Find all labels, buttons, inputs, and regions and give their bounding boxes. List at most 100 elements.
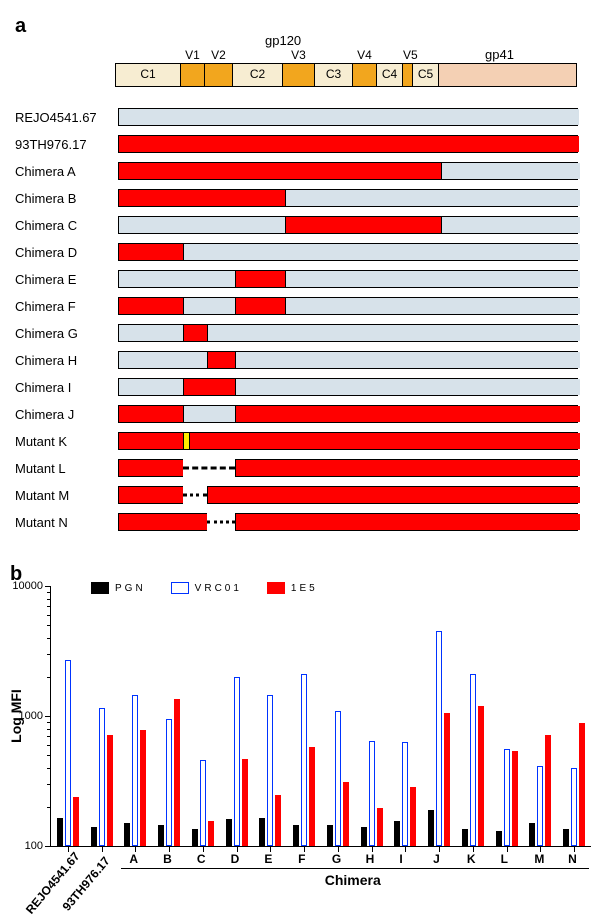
construct-label: Mutant M	[15, 488, 118, 503]
construct-row: Chimera B	[15, 187, 583, 209]
construct-row: Chimera F	[15, 295, 583, 317]
bar-1E5	[140, 730, 146, 846]
construct-bar	[118, 378, 578, 396]
domain-seg-V3: V3	[282, 64, 314, 86]
bar-group	[123, 695, 147, 846]
construct-label: 93TH976.17	[15, 137, 118, 152]
bar-group	[258, 695, 282, 846]
bar-VRC01	[537, 766, 543, 846]
construct-label: REJO4541.67	[15, 110, 118, 125]
bar-group	[393, 742, 417, 846]
construct-bar	[118, 135, 578, 153]
bar-1E5	[73, 797, 79, 846]
bar-group	[495, 749, 519, 846]
xtick-label: E	[264, 852, 272, 866]
bar-VRC01	[200, 760, 206, 846]
xtick-label: H	[366, 852, 375, 866]
domain-seg-C4: C4	[376, 64, 402, 86]
construct-label: Chimera C	[15, 218, 118, 233]
domain-seg-V5: V5	[402, 64, 412, 86]
xtick-label: K	[467, 852, 476, 866]
gp41-label: gp41	[485, 47, 514, 62]
construct-bar	[118, 405, 578, 423]
panel-b: b Log MFI PGNVRC011E5 100100010000REJO45…	[15, 563, 583, 847]
xtick-label: B	[163, 852, 172, 866]
xtick-label: D	[231, 852, 240, 866]
construct-bar	[118, 459, 578, 477]
bar-PGN	[361, 827, 367, 846]
domain-seg-C1: C1	[116, 64, 180, 86]
bar-1E5	[410, 787, 416, 846]
bar-PGN	[192, 829, 198, 846]
bar-VRC01	[301, 674, 307, 846]
bar-PGN	[529, 823, 535, 846]
construct-row: Chimera C	[15, 214, 583, 236]
bar-VRC01	[132, 695, 138, 846]
bar-PGN	[496, 831, 502, 846]
bar-1E5	[343, 782, 349, 846]
xtick-label: M	[534, 852, 544, 866]
domain-seg-V1: V1	[180, 64, 204, 86]
construct-bar	[118, 351, 578, 369]
bar-chart: Log MFI PGNVRC011E5 100100010000REJO4541…	[50, 586, 591, 847]
xaxis-label: Chimera	[325, 872, 381, 888]
bar-PGN	[428, 810, 434, 846]
construct-label: Chimera B	[15, 191, 118, 206]
xtick-label: L	[501, 852, 508, 866]
legend: PGNVRC011E5	[91, 582, 318, 594]
bar-group	[461, 674, 485, 846]
bar-group	[90, 708, 114, 846]
domain-seg-C3: C3	[314, 64, 352, 86]
domain-seg-gp41	[438, 64, 576, 86]
legend-item-VRC01: VRC01	[171, 582, 242, 594]
bar-1E5	[309, 747, 315, 846]
construct-row: Chimera G	[15, 322, 583, 344]
construct-row: Mutant N	[15, 511, 583, 533]
construct-bar	[118, 513, 578, 531]
bar-1E5	[545, 735, 551, 846]
bar-PGN	[124, 823, 130, 846]
domain-seg-C2: C2	[232, 64, 282, 86]
bar-VRC01	[504, 749, 510, 846]
bar-1E5	[242, 759, 248, 846]
construct-bar	[118, 216, 578, 234]
construct-row: Mutant L	[15, 457, 583, 479]
bar-PGN	[327, 825, 333, 846]
construct-label: Chimera D	[15, 245, 118, 260]
bar-group	[360, 741, 384, 846]
ytick-label: 100	[9, 840, 43, 852]
construct-label: Chimera I	[15, 380, 118, 395]
construct-row: REJO4541.67	[15, 106, 583, 128]
legend-item-PGN: PGN	[91, 582, 146, 594]
bar-VRC01	[402, 742, 408, 846]
domain-seg-C5: C5	[412, 64, 438, 86]
bar-PGN	[91, 827, 97, 846]
construct-row: Chimera H	[15, 349, 583, 371]
construct-row: Chimera I	[15, 376, 583, 398]
bar-VRC01	[571, 768, 577, 846]
bar-PGN	[57, 818, 63, 846]
bar-1E5	[444, 713, 450, 846]
construct-label: Chimera G	[15, 326, 118, 341]
bar-group	[191, 760, 215, 846]
construct-label: Mutant K	[15, 434, 118, 449]
bar-PGN	[226, 819, 232, 846]
panel-a: a gp120 gp41 C1V1V2C2V3C3V4C4V5C5 REJO45…	[15, 15, 583, 533]
construct-bar	[118, 324, 578, 342]
construct-row: Mutant M	[15, 484, 583, 506]
bar-PGN	[158, 825, 164, 846]
domain-seg-V4: V4	[352, 64, 376, 86]
bar-group	[157, 699, 181, 846]
xtick-label: J	[433, 852, 440, 866]
bar-1E5	[579, 723, 585, 846]
construct-label: Chimera E	[15, 272, 118, 287]
xtick-label: I	[399, 852, 402, 866]
construct-bar	[118, 297, 578, 315]
bar-VRC01	[369, 741, 375, 846]
bar-VRC01	[267, 695, 273, 846]
xtick-label: C	[197, 852, 206, 866]
bar-VRC01	[65, 660, 71, 846]
bar-VRC01	[470, 674, 476, 846]
gp120-label: gp120	[265, 33, 301, 48]
bar-1E5	[174, 699, 180, 846]
